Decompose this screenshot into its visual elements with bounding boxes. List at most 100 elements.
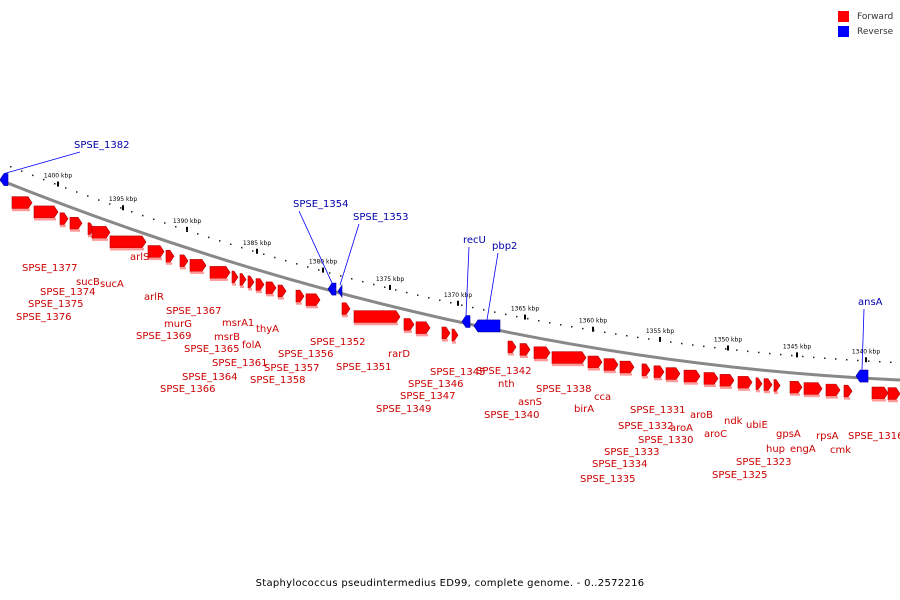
- forward-gene: [843, 384, 853, 398]
- forward-gene: [755, 377, 763, 391]
- forward-gene-label: cca: [594, 392, 611, 403]
- reverse-gene: [337, 284, 343, 299]
- kbp-minor-tick: [703, 345, 705, 348]
- kbp-label: 1365 kbp: [511, 306, 539, 313]
- forward-gene: [415, 321, 431, 335]
- forward-gene-label: SPSE_1349: [376, 404, 432, 415]
- reverse-gene-leader: [486, 252, 499, 321]
- forward-gene: [295, 289, 305, 303]
- reverse-gene-label: ansA: [858, 297, 883, 308]
- forward-gene-label: SPSE_1331: [630, 405, 686, 416]
- kbp-minor-tick: [450, 302, 452, 304]
- kbp-minor-tick: [340, 275, 342, 277]
- kbp-label: 1370 kbp: [444, 292, 472, 299]
- forward-gene-shadow: [240, 285, 244, 289]
- forward-gene-shadow: [306, 305, 318, 309]
- forward-gene: [683, 369, 701, 383]
- kbp-major-tick: [796, 352, 798, 358]
- forward-gene-shadow: [534, 358, 548, 362]
- forward-gene: [209, 266, 231, 279]
- forward-gene-label: arlR: [144, 292, 164, 303]
- reverse-gene-leader: [339, 223, 360, 286]
- forward-gene: [11, 196, 33, 210]
- kbp-minor-tick: [571, 325, 573, 328]
- forward-gene: [255, 278, 265, 291]
- figure-caption: Staphylococcus pseudintermedius ED99, co…: [255, 578, 645, 589]
- forward-gene-label: engA: [790, 444, 816, 455]
- forward-gene-label: SPSE_1374: [40, 287, 96, 298]
- forward-gene-label: rpsA: [816, 431, 839, 442]
- forward-gene: [341, 302, 351, 316]
- kbp-label: 1340 kbp: [852, 348, 880, 355]
- kbp-minor-tick: [582, 327, 584, 330]
- forward-gene-label: SPSE_1366: [160, 384, 216, 395]
- forward-gene-shadow: [404, 330, 412, 334]
- kbp-minor-tick: [736, 349, 738, 351]
- forward-gene-label: sucB: [76, 277, 100, 288]
- kbp-minor-tick: [76, 191, 78, 193]
- forward-gene-label: SPSE_1333: [604, 447, 660, 458]
- reverse-gene-leader: [3, 151, 81, 174]
- kbp-label: 1345 kbp: [783, 343, 811, 350]
- forward-gene-label: SPSE_1346: [408, 379, 464, 390]
- forward-gene-label: ndk: [724, 416, 743, 427]
- forward-gene: [507, 340, 517, 354]
- kbp-minor-tick: [857, 359, 859, 362]
- kbp-minor-tick: [835, 358, 837, 360]
- kbp-minor-tick: [538, 320, 540, 322]
- forward-gene-shadow: [774, 391, 778, 395]
- forward-gene-label: SPSE_1345: [430, 367, 486, 378]
- forward-gene: [871, 386, 889, 400]
- forward-gene-label: SPSE_1332: [618, 421, 674, 432]
- forward-gene-shadow: [620, 373, 632, 376]
- forward-gene-label: SPSE_1330: [638, 435, 694, 446]
- forward-gene-label: SPSE_1358: [250, 375, 306, 386]
- forward-gene: [587, 355, 603, 369]
- kbp-minor-tick: [791, 354, 793, 357]
- forward-gene-shadow: [442, 339, 448, 342]
- kbp-minor-tick: [692, 344, 694, 346]
- kbp-minor-tick: [307, 266, 309, 268]
- kbp-minor-tick: [373, 283, 375, 286]
- forward-gene-shadow: [826, 396, 838, 399]
- forward-gene-label: SPSE_1325: [712, 470, 768, 481]
- forward-gene-label: SPSE_1342: [476, 366, 532, 377]
- kbp-minor-tick: [186, 229, 188, 232]
- forward-gene: [603, 358, 619, 371]
- forward-gene-label: SPSE_1334: [592, 459, 648, 470]
- forward-gene-shadow: [804, 394, 820, 398]
- kbp-minor-tick: [175, 225, 177, 228]
- kbp-label: 1390 kbp: [173, 218, 201, 225]
- forward-gene-label: cmk: [830, 445, 851, 456]
- forward-gene-label: SPSE_1351: [336, 362, 392, 373]
- forward-gene: [451, 328, 459, 342]
- kbp-minor-tick: [494, 311, 496, 313]
- kbp-minor-tick: [263, 253, 265, 256]
- forward-gene-label: SPSE_1364: [182, 372, 238, 383]
- forward-gene-label: msrB: [214, 332, 240, 343]
- forward-gene-shadow: [756, 389, 760, 393]
- reverse-gene-leader: [298, 210, 333, 284]
- forward-gene-label: ubiE: [746, 420, 768, 431]
- kbp-minor-tick: [428, 297, 430, 299]
- kbp-minor-tick: [714, 346, 716, 349]
- forward-gene-shadow: [704, 384, 716, 388]
- forward-gene-label: SPSE_1316: [848, 431, 900, 442]
- kbp-minor-tick: [417, 294, 419, 296]
- forward-gene: [33, 205, 59, 219]
- kbp-label: 1375 kbp: [376, 276, 404, 283]
- genome-backbone: [0, 178, 900, 382]
- kbp-minor-tick: [384, 286, 386, 288]
- kbp-minor-tick: [516, 315, 518, 318]
- forward-gene-label: arlS: [130, 252, 149, 263]
- forward-gene-label: thyA: [256, 324, 279, 335]
- gene-track: [0, 173, 900, 403]
- kbp-minor-tick: [549, 322, 551, 324]
- forward-gene-shadow: [12, 208, 30, 212]
- forward-gene-shadow: [266, 293, 274, 297]
- forward-gene-shadow: [180, 266, 186, 270]
- kbp-minor-tick: [615, 333, 617, 335]
- forward-gene-label: SPSE_1352: [310, 337, 366, 348]
- forward-gene: [719, 374, 735, 387]
- forward-gene: [305, 293, 321, 307]
